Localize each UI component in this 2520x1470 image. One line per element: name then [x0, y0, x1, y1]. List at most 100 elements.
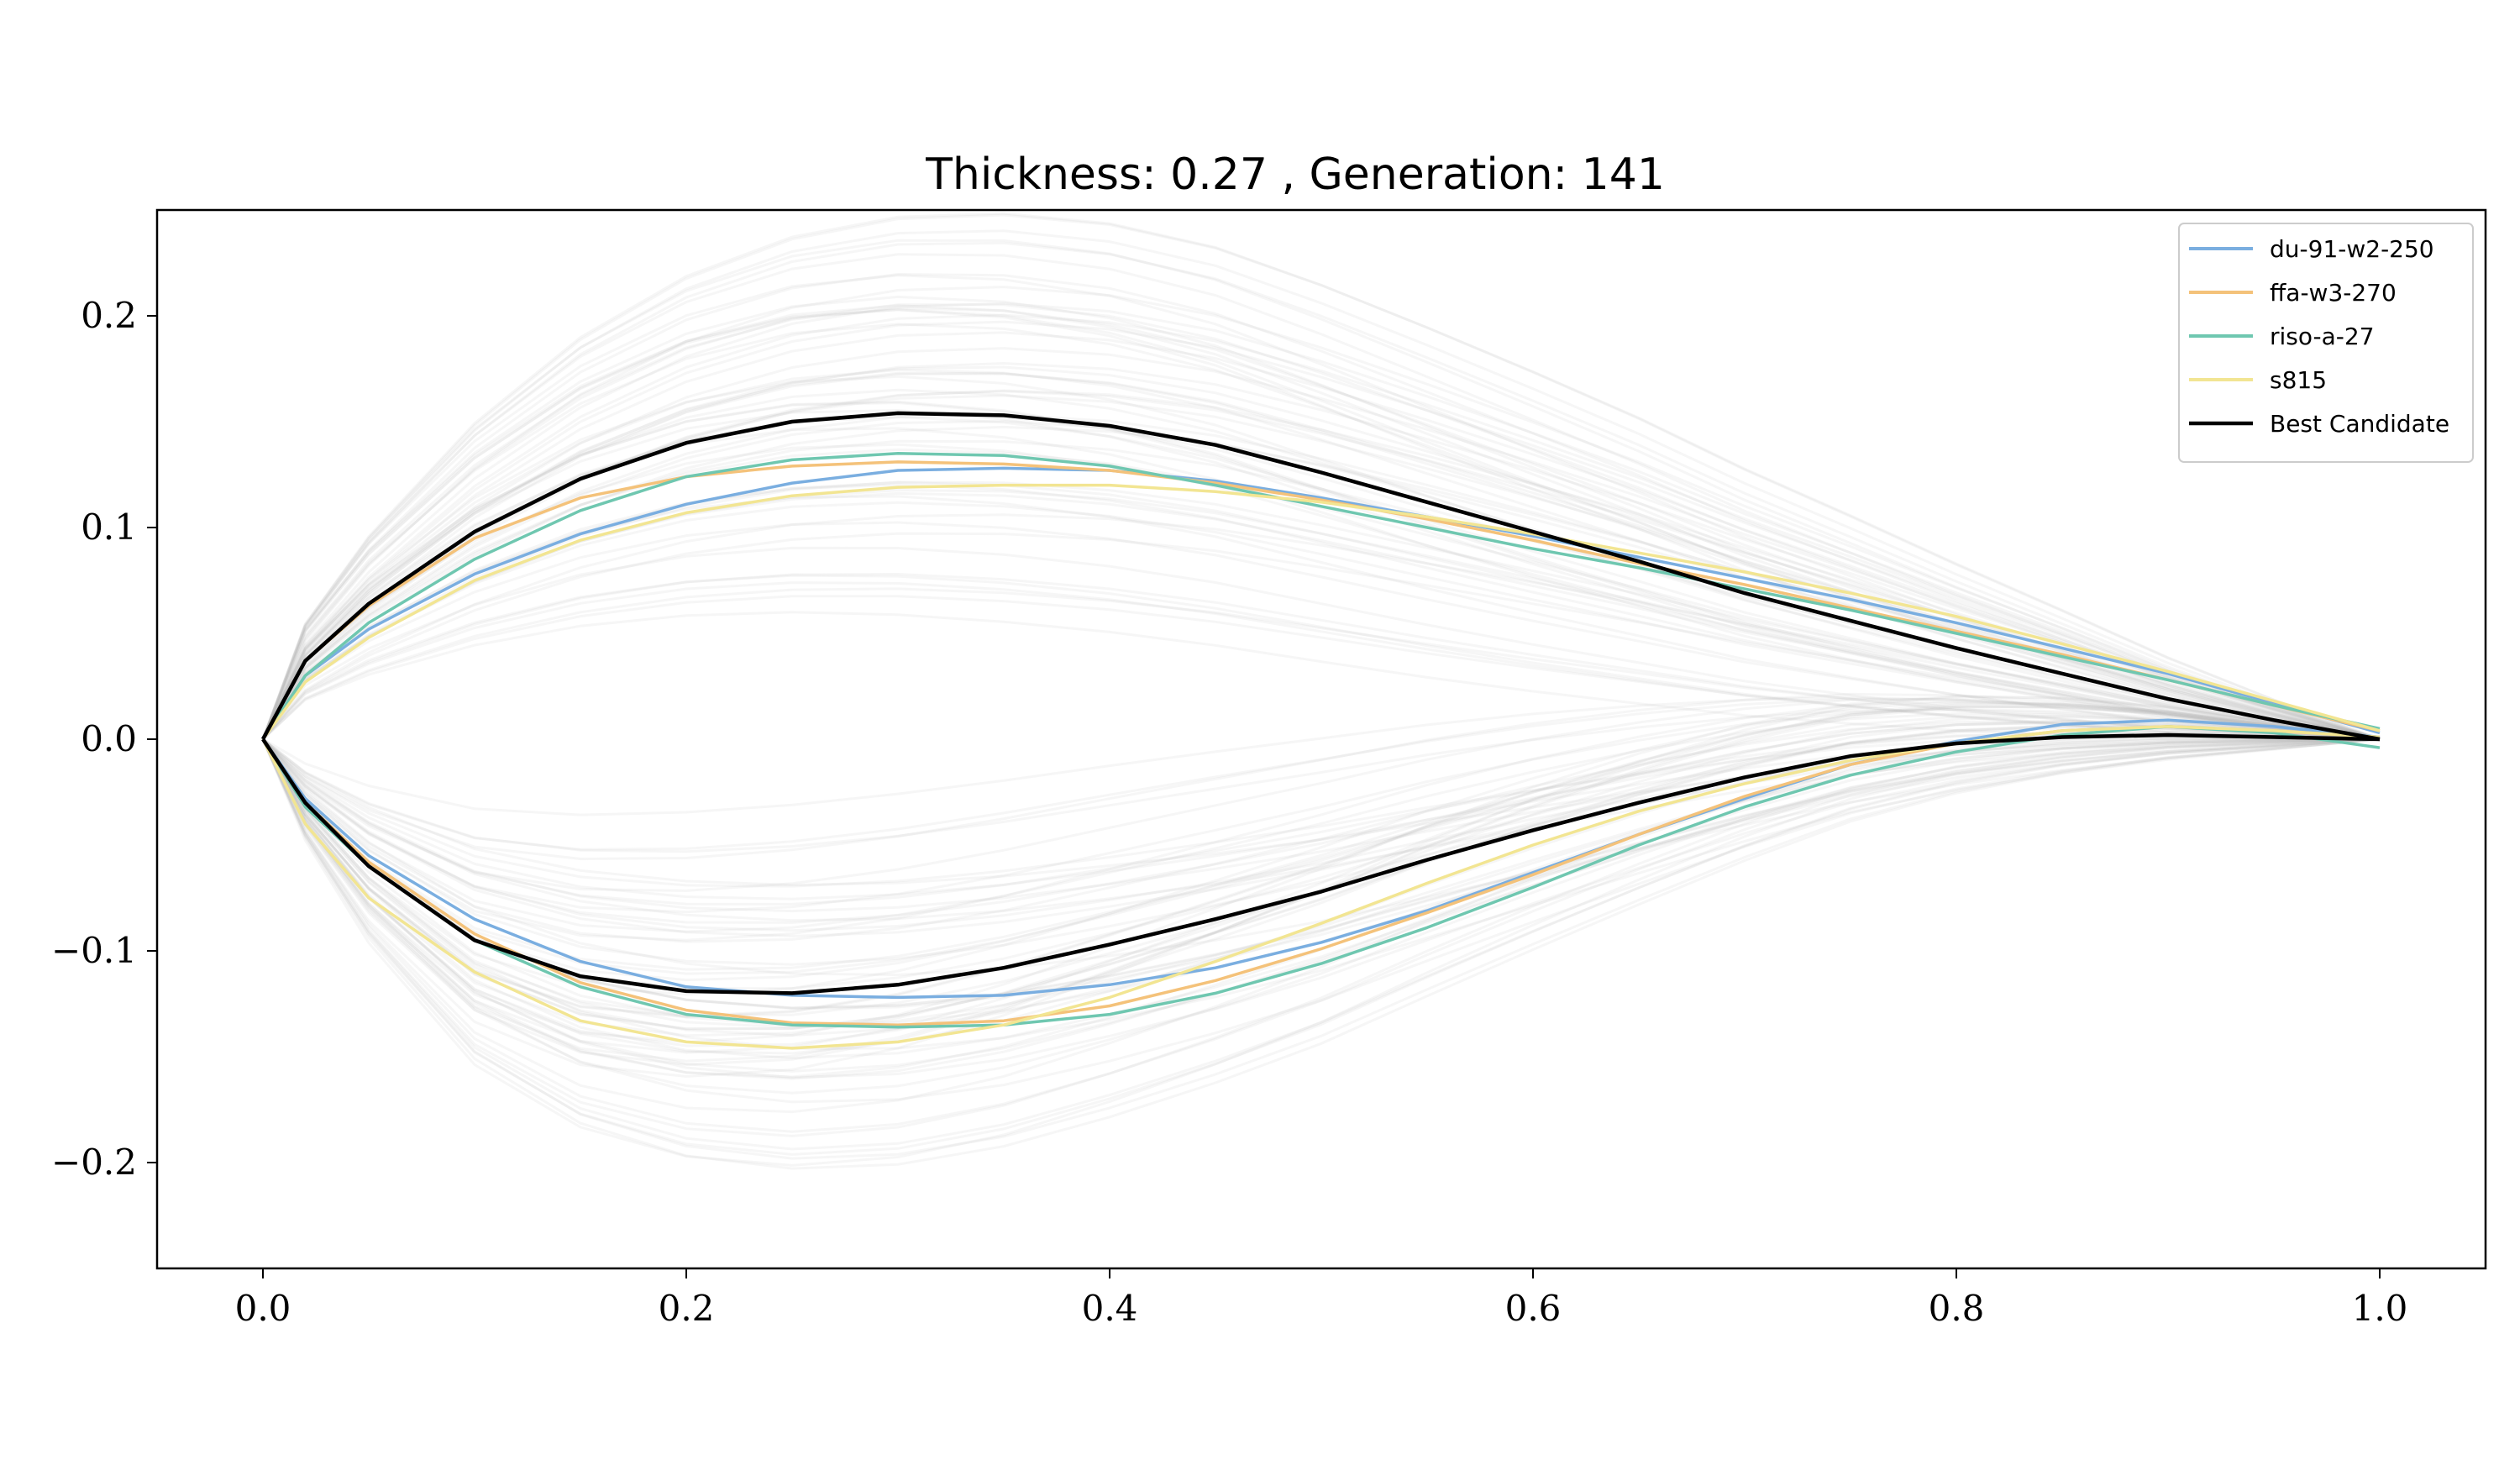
population-line	[261, 738, 2381, 966]
legend: du-91-w2-250 ffa-w3-270 riso-a-27 s815 Best …	[2178, 223, 2474, 463]
population-line	[261, 331, 2381, 741]
population-line	[261, 307, 2381, 741]
population-line	[261, 241, 2381, 741]
population-line	[261, 546, 2381, 741]
population-line	[261, 513, 2381, 741]
population-line	[261, 415, 2381, 741]
population-line	[261, 574, 2381, 741]
x-tick-label: 0.4	[1082, 1288, 1138, 1329]
population-line	[261, 229, 2381, 741]
population-line	[261, 375, 2381, 741]
population-line	[261, 703, 2381, 1066]
series-line-du-91-w2-250-upper	[261, 466, 2381, 740]
x-tick-label: 0.6	[1505, 1288, 1562, 1329]
population-line	[262, 692, 2381, 861]
population-line	[261, 738, 2381, 1151]
legend-label: s815	[2270, 366, 2327, 394]
chart-title: Thickness: 0.27 , Generation: 141	[925, 150, 1665, 200]
population-line	[261, 738, 2381, 1050]
population-line	[261, 303, 2381, 741]
population-line	[261, 700, 2381, 942]
population-line	[261, 272, 2381, 741]
population-line	[261, 295, 2381, 741]
x-tick-label: 0.0	[235, 1288, 291, 1329]
population-line	[261, 705, 2381, 1019]
x-axis: 0.0 0.2 0.4 0.6 0.8 1.0	[235, 1268, 2408, 1329]
legend-box	[2178, 223, 2474, 463]
population-line	[261, 705, 2381, 1063]
legend-label: Best Candidate	[2270, 410, 2449, 438]
population-line	[262, 738, 2381, 887]
population-line	[261, 725, 2381, 1017]
population-line	[261, 695, 2381, 1044]
population-line	[261, 587, 2381, 741]
x-tick-label: 1.0	[2352, 1288, 2408, 1329]
population-line	[261, 286, 2381, 741]
population-line	[261, 738, 2381, 1060]
population-line	[261, 401, 2381, 741]
population-line	[261, 720, 2381, 943]
y-tick-label: 0.2	[81, 295, 137, 336]
population-line	[261, 347, 2381, 741]
population-line	[261, 213, 2381, 741]
series-line-riso-a-27-lower	[261, 725, 2381, 1029]
series-line-ffa-w3-270-upper	[261, 460, 2381, 740]
population-line	[261, 707, 2381, 914]
population-line	[261, 501, 2381, 741]
series-line-du-91-w2-250-lower	[261, 718, 2381, 1000]
population-line	[261, 738, 2381, 932]
series-lines	[261, 411, 2381, 1050]
population-line	[261, 715, 2381, 1037]
population-line	[261, 412, 2381, 741]
population-line	[261, 372, 2381, 741]
legend-label: ffa-w3-270	[2270, 279, 2397, 307]
population-line	[261, 572, 2381, 741]
population-line	[261, 581, 2381, 741]
population-line	[261, 480, 2381, 741]
population-line	[261, 738, 2381, 1104]
population-line	[262, 696, 2381, 816]
population-line	[261, 253, 2381, 741]
population-line	[261, 738, 2381, 1037]
population-lines	[261, 212, 2381, 1170]
population-line	[261, 388, 2381, 741]
population-line	[261, 697, 2381, 892]
population-line	[261, 695, 2381, 1079]
population-line	[261, 721, 2381, 975]
population-line	[261, 595, 2381, 741]
population-line	[261, 738, 2381, 1080]
population-line	[261, 483, 2381, 741]
population-line	[261, 719, 2381, 1047]
population-line	[261, 738, 2381, 922]
population-line	[261, 239, 2381, 741]
series-line-best-candidate-upper	[261, 411, 2381, 742]
population-line	[262, 697, 2381, 851]
population-line	[261, 532, 2381, 741]
population-line	[262, 708, 2381, 853]
population-line	[261, 495, 2381, 741]
y-tick-label: −0.2	[51, 1142, 137, 1183]
population-line	[261, 302, 2381, 741]
population-line	[261, 738, 2381, 938]
population-line	[261, 736, 2381, 1079]
population-line	[261, 738, 2381, 1137]
population-line	[261, 738, 2381, 977]
population-line	[261, 738, 2381, 1170]
legend-label: riso-a-27	[2270, 323, 2375, 350]
population-line	[261, 738, 2381, 913]
population-line	[261, 408, 2381, 741]
population-line	[261, 738, 2381, 1133]
population-line	[261, 738, 2381, 1079]
y-tick-label: −0.1	[51, 930, 137, 971]
population-line	[261, 724, 2381, 1031]
population-line	[261, 361, 2381, 741]
y-tick-label: 0.0	[81, 718, 137, 759]
population-line	[261, 701, 2381, 1054]
legend-label: du-91-w2-250	[2270, 235, 2434, 263]
population-line	[261, 521, 2381, 741]
population-line	[261, 701, 2381, 996]
population-line	[261, 320, 2381, 741]
population-line	[261, 313, 2381, 741]
population-line	[261, 721, 2381, 971]
